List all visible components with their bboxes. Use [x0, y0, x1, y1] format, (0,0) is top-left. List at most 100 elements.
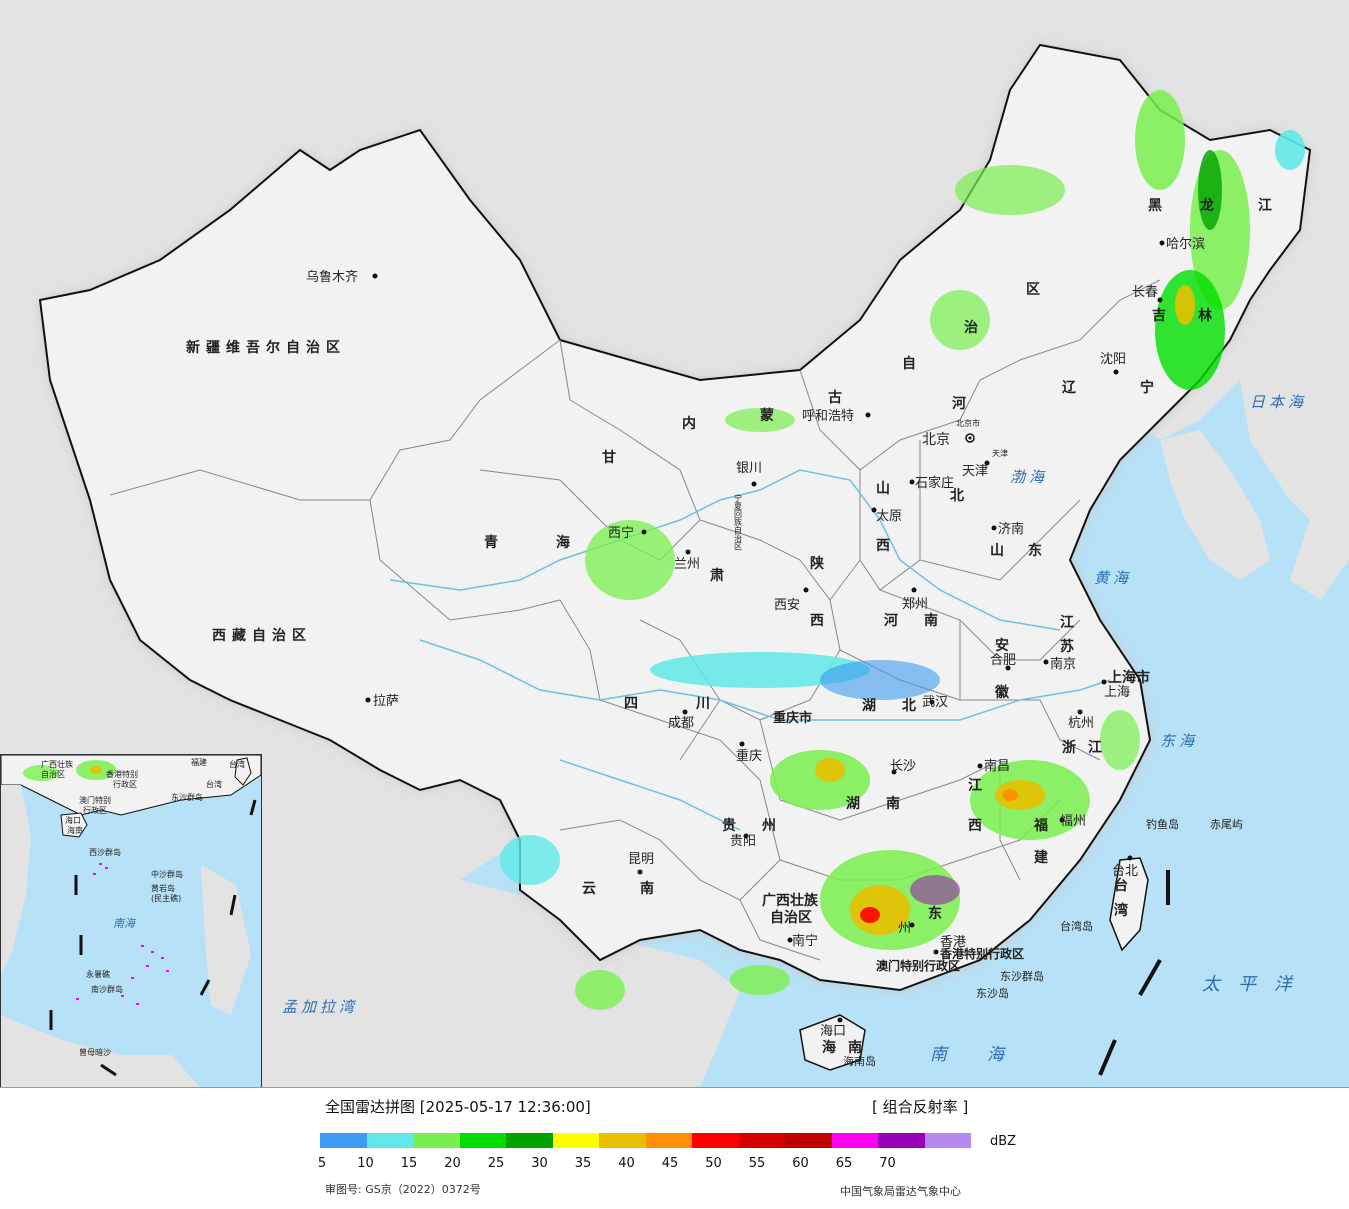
svg-text:行政区: 行政区 [113, 779, 137, 789]
legend-panel: 全国雷达拼图 [2025-05-17 12:36:00] [ 组合反射率 ] d… [0, 1087, 1349, 1209]
svg-text:(民主礁): (民主礁) [151, 893, 181, 903]
inset-hainan [60, 812, 88, 838]
region-gansu-a: 甘 [602, 449, 616, 466]
hainan-island [799, 1014, 866, 1071]
region-guangxi-a: 广西壮族 [762, 892, 819, 909]
svg-text:武汉: 武汉 [922, 695, 948, 710]
svg-text:重庆: 重庆 [736, 748, 762, 764]
sea-bohai: 渤海 [1010, 468, 1048, 486]
svg-text:西宁: 西宁 [608, 525, 634, 541]
svg-text:西沙群岛: 西沙群岛 [89, 847, 121, 857]
legend-tick-label: 20 [444, 1156, 461, 1171]
region-shaanxi-b: 西 [810, 613, 824, 629]
region-yunnan-a: 云 [582, 881, 596, 897]
svg-text:天津: 天津 [992, 448, 1008, 458]
inset-dashes [49, 799, 257, 1077]
region-zhejiang-b: 江 [1088, 739, 1102, 756]
rivers [389, 469, 1111, 831]
svg-text:长沙: 长沙 [890, 759, 916, 774]
legend-tick-label: 65 [835, 1156, 853, 1171]
region-jiangsu-a: 江 [1060, 614, 1074, 631]
legend-tick-label: 50 [705, 1156, 722, 1171]
region-macau: 澳门特别行政区 [876, 958, 960, 973]
legend-swatch [785, 1133, 832, 1148]
sea-bengal: 孟加拉湾 [282, 998, 358, 1016]
agency-credit: 中国气象局雷达气象中心 [840, 1185, 961, 1198]
inset-foreign-south [1, 1015, 201, 1087]
svg-text:昆明: 昆明 [628, 852, 654, 867]
region-liaoning-b: 宁 [1140, 379, 1154, 396]
legend-tick-label: 55 [748, 1156, 766, 1171]
legend-swatch [924, 1133, 971, 1148]
inset-canvas: 广西壮族 自治区 香港特别 行政区 澳门特别 行政区 台湾 东沙群岛 海口 海南… [1, 755, 261, 1087]
region-chongqing-a: 重庆市 [773, 710, 812, 726]
svg-text:南昌: 南昌 [984, 758, 1010, 774]
city-nanchang: 南昌 [977, 758, 1010, 774]
legend-tick-label: 10 [357, 1156, 374, 1171]
svg-text:杭州: 杭州 [1068, 716, 1094, 731]
svg-text:兰州: 兰州 [674, 557, 700, 572]
svg-text:海南: 海南 [67, 825, 83, 835]
svg-text:成都: 成都 [668, 716, 694, 731]
sea-pacific: 太平洋 [1202, 974, 1310, 995]
city-guangzhou: 州 [898, 921, 915, 936]
city-hangzhou: 杭州 [1068, 709, 1094, 731]
city-nanning: 南宁 [787, 933, 818, 949]
legend-tick-label: 5 [317, 1156, 327, 1171]
map-canvas: 新疆维吾尔自治区 西藏自治区 青 海 甘 肃 内 蒙 古 自 治 区 黑 龙 江… [0, 0, 1349, 1087]
svg-text:哈尔滨: 哈尔滨 [1166, 236, 1205, 252]
svg-text:州: 州 [898, 921, 911, 936]
legend-title: 全国雷达拼图 [2025-05-17 12:36:00] [325, 1098, 591, 1116]
legend-swatch [599, 1133, 646, 1148]
svg-text:石家庄: 石家庄 [915, 475, 954, 491]
region-hlj-c: 江 [1258, 197, 1272, 214]
region-hongkong: 香港特别行政区 [939, 946, 1024, 961]
legend-swatch [831, 1133, 878, 1148]
region-jilin-b: 林 [1198, 307, 1212, 324]
svg-text:南沙群岛: 南沙群岛 [91, 984, 123, 994]
foreign-land-korea-japan [1160, 370, 1349, 600]
legend-ticks: 5 10 15 20 25 30 35 40 45 50 55 60 65 70 [0, 1156, 1349, 1174]
svg-text:上海: 上海 [1104, 685, 1130, 700]
inset-mainland [1, 755, 261, 816]
legend-color-bar [320, 1133, 971, 1148]
inset-reefs [76, 863, 169, 1005]
region-jiangxi-b: 西 [968, 818, 982, 834]
legend-tick-label: 15 [400, 1156, 418, 1171]
region-hunan-b: 南 [886, 795, 900, 812]
region-hebei-a: 河 [952, 395, 966, 412]
region-shanxi-b: 西 [876, 538, 890, 554]
region-fujian-a: 福 [1033, 817, 1048, 834]
city-xian: 西安 [774, 587, 809, 613]
region-shanxi-a: 山 [876, 481, 890, 497]
legend-tick-label: 45 [661, 1156, 679, 1171]
city-urumqi: 乌鲁木齐 [306, 269, 378, 285]
svg-text:澳门特别: 澳门特别 [79, 795, 111, 805]
region-hubei-b: 北 [902, 698, 916, 714]
legend-swatch [459, 1133, 506, 1148]
legend-swatch [320, 1133, 367, 1148]
radar-map: 新疆维吾尔自治区 西藏自治区 青 海 甘 肃 内 蒙 古 自 治 区 黑 龙 江… [0, 0, 1349, 1087]
city-shijiazhuang: 石家庄 [909, 475, 954, 491]
island-hainan: 海南岛 [843, 1054, 876, 1068]
sea-east: 东海 [1160, 732, 1198, 750]
region-nmg-f: 区 [1026, 282, 1040, 298]
svg-text:天津: 天津 [962, 464, 988, 479]
region-xizang: 西藏自治区 [212, 627, 312, 644]
region-labels: 新疆维吾尔自治区 西藏自治区 青 海 甘 肃 内 蒙 古 自 治 区 黑 龙 江… [186, 197, 1272, 1056]
city-lanzhou: 兰州 [674, 549, 700, 572]
region-shanghai: 上海市 [1108, 669, 1150, 686]
legend-swatch [692, 1133, 739, 1148]
region-nmg-d: 自 [902, 355, 916, 372]
region-taiwan-a: 台 [1114, 877, 1128, 894]
region-hubei-a: 湖 [862, 698, 876, 714]
legend-swatch [645, 1133, 692, 1148]
city-chongqing: 重庆 [736, 741, 762, 764]
legend-unit: dBZ [990, 1134, 1017, 1149]
svg-text:沈阳: 沈阳 [1100, 352, 1126, 367]
region-guangxi-b: 自治区 [770, 909, 812, 926]
region-qinghai-a: 青 [484, 534, 498, 551]
region-nmg-e: 治 [964, 319, 978, 336]
island-dongsha-qundao: 东沙群岛 [1000, 969, 1044, 983]
